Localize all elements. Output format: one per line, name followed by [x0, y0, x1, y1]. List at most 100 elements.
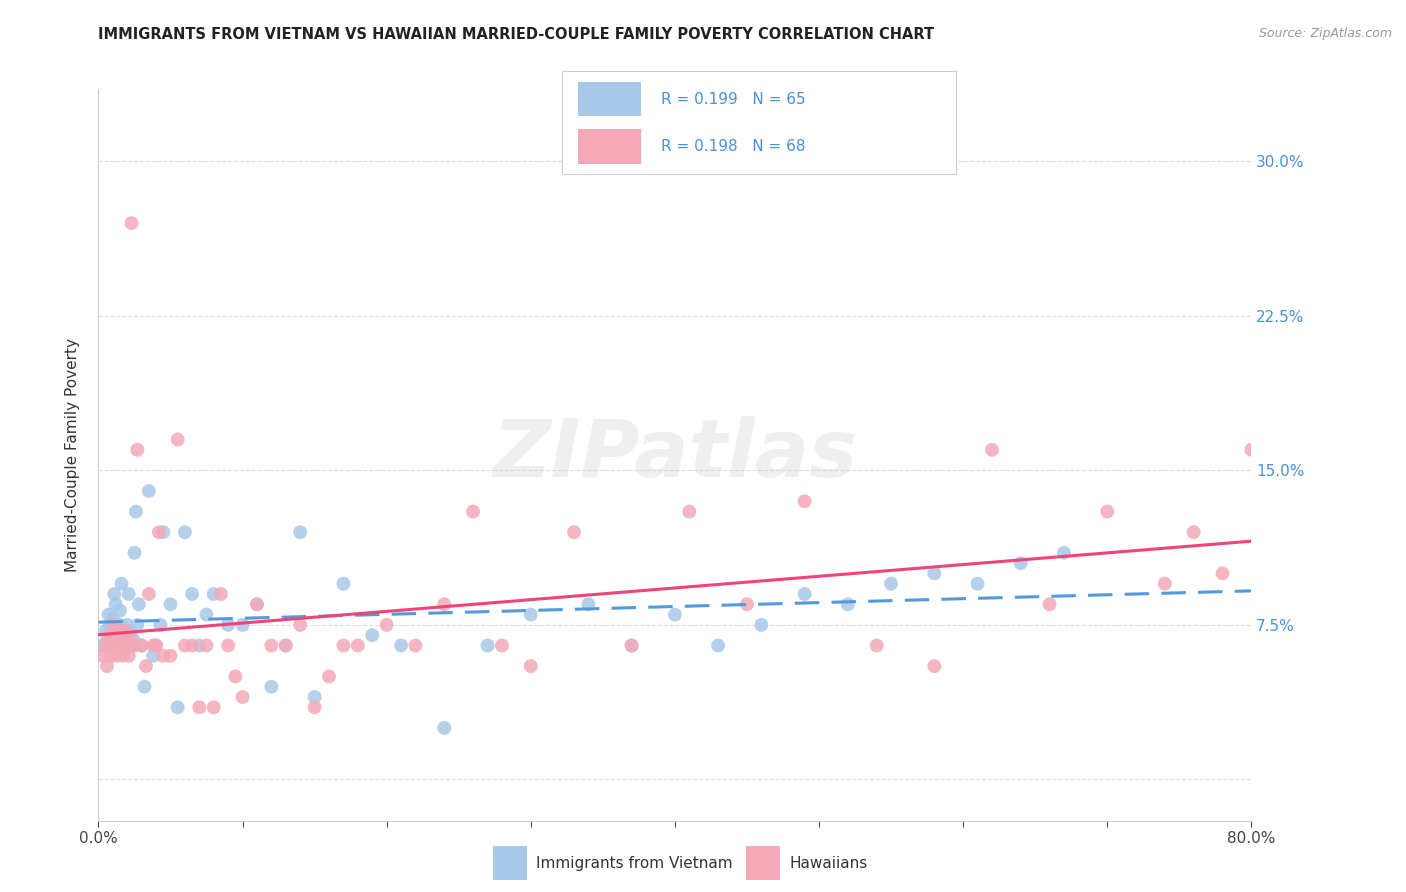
Point — [120, 632, 142, 647]
Point — [174, 525, 197, 540]
Point — [118, 648, 141, 663]
Point — [304, 700, 326, 714]
Point — [217, 639, 239, 653]
Point — [142, 648, 165, 663]
Point — [105, 624, 128, 638]
Point — [620, 639, 643, 653]
Point — [138, 483, 160, 498]
Point — [1153, 576, 1175, 591]
Point — [110, 576, 132, 591]
Point — [166, 700, 188, 714]
Point — [922, 659, 945, 673]
Point — [121, 216, 143, 230]
Point — [174, 639, 197, 653]
Point — [101, 612, 124, 626]
Point — [195, 607, 218, 622]
FancyBboxPatch shape — [747, 846, 780, 880]
Point — [202, 587, 225, 601]
Point — [735, 597, 758, 611]
Point — [152, 525, 174, 540]
Point — [491, 639, 513, 653]
Point — [751, 618, 773, 632]
Point — [389, 639, 412, 653]
Point — [104, 639, 127, 653]
Point — [122, 632, 145, 647]
Point — [127, 442, 149, 457]
Point — [100, 628, 122, 642]
Point — [578, 597, 600, 611]
Point — [433, 721, 456, 735]
Point — [181, 639, 204, 653]
Text: Immigrants from Vietnam: Immigrants from Vietnam — [536, 855, 733, 871]
Point — [620, 639, 643, 653]
Text: Source: ZipAtlas.com: Source: ZipAtlas.com — [1258, 27, 1392, 40]
Point — [120, 624, 142, 638]
Point — [520, 659, 543, 673]
Point — [520, 607, 543, 622]
Point — [1038, 597, 1062, 611]
Point — [134, 680, 156, 694]
Point — [127, 618, 149, 632]
Point — [117, 618, 139, 632]
FancyBboxPatch shape — [492, 846, 527, 880]
Point — [217, 618, 239, 632]
Point — [361, 628, 384, 642]
Point — [148, 525, 170, 540]
Point — [922, 566, 945, 581]
Point — [375, 618, 398, 632]
Point — [433, 597, 456, 611]
Point — [260, 680, 283, 694]
Y-axis label: Married-Couple Family Poverty: Married-Couple Family Poverty — [65, 338, 80, 572]
Point — [145, 639, 167, 653]
Point — [188, 700, 211, 714]
Point — [231, 690, 254, 704]
Point — [101, 632, 124, 647]
Point — [274, 639, 297, 653]
Point — [793, 494, 815, 508]
Point — [103, 587, 125, 601]
Point — [145, 639, 167, 653]
Text: R = 0.199   N = 65: R = 0.199 N = 65 — [661, 92, 806, 106]
Point — [202, 700, 225, 714]
Text: Hawaiians: Hawaiians — [790, 855, 868, 871]
Point — [209, 587, 232, 601]
Point — [105, 648, 128, 663]
Point — [96, 659, 118, 673]
Point — [678, 505, 700, 519]
Point — [128, 597, 150, 611]
Text: IMMIGRANTS FROM VIETNAM VS HAWAIIAN MARRIED-COUPLE FAMILY POVERTY CORRELATION CH: IMMIGRANTS FROM VIETNAM VS HAWAIIAN MARR… — [98, 27, 935, 42]
Point — [405, 639, 427, 653]
Point — [664, 607, 686, 622]
Point — [290, 525, 312, 540]
Point — [260, 639, 283, 653]
Point — [837, 597, 859, 611]
Point — [94, 639, 117, 653]
Point — [111, 624, 134, 638]
Point — [477, 639, 499, 653]
Text: R = 0.198   N = 68: R = 0.198 N = 68 — [661, 139, 806, 153]
Point — [274, 639, 297, 653]
Text: ZIPatlas: ZIPatlas — [492, 416, 858, 494]
Point — [880, 576, 903, 591]
Point — [98, 639, 121, 653]
Point — [107, 632, 129, 647]
Point — [107, 632, 129, 647]
Point — [793, 587, 815, 601]
Point — [152, 648, 174, 663]
Point — [188, 639, 211, 653]
Point — [1212, 566, 1234, 581]
Point — [318, 669, 340, 683]
Point — [112, 639, 135, 653]
Point — [332, 639, 354, 653]
Point — [290, 618, 312, 632]
Point — [142, 639, 165, 653]
Point — [181, 587, 204, 601]
Point — [103, 618, 125, 632]
Point — [1240, 442, 1263, 457]
Point — [104, 597, 127, 611]
Point — [1010, 556, 1032, 570]
Point — [707, 639, 730, 653]
Point — [131, 639, 153, 653]
Point — [117, 639, 139, 653]
Point — [562, 525, 585, 540]
